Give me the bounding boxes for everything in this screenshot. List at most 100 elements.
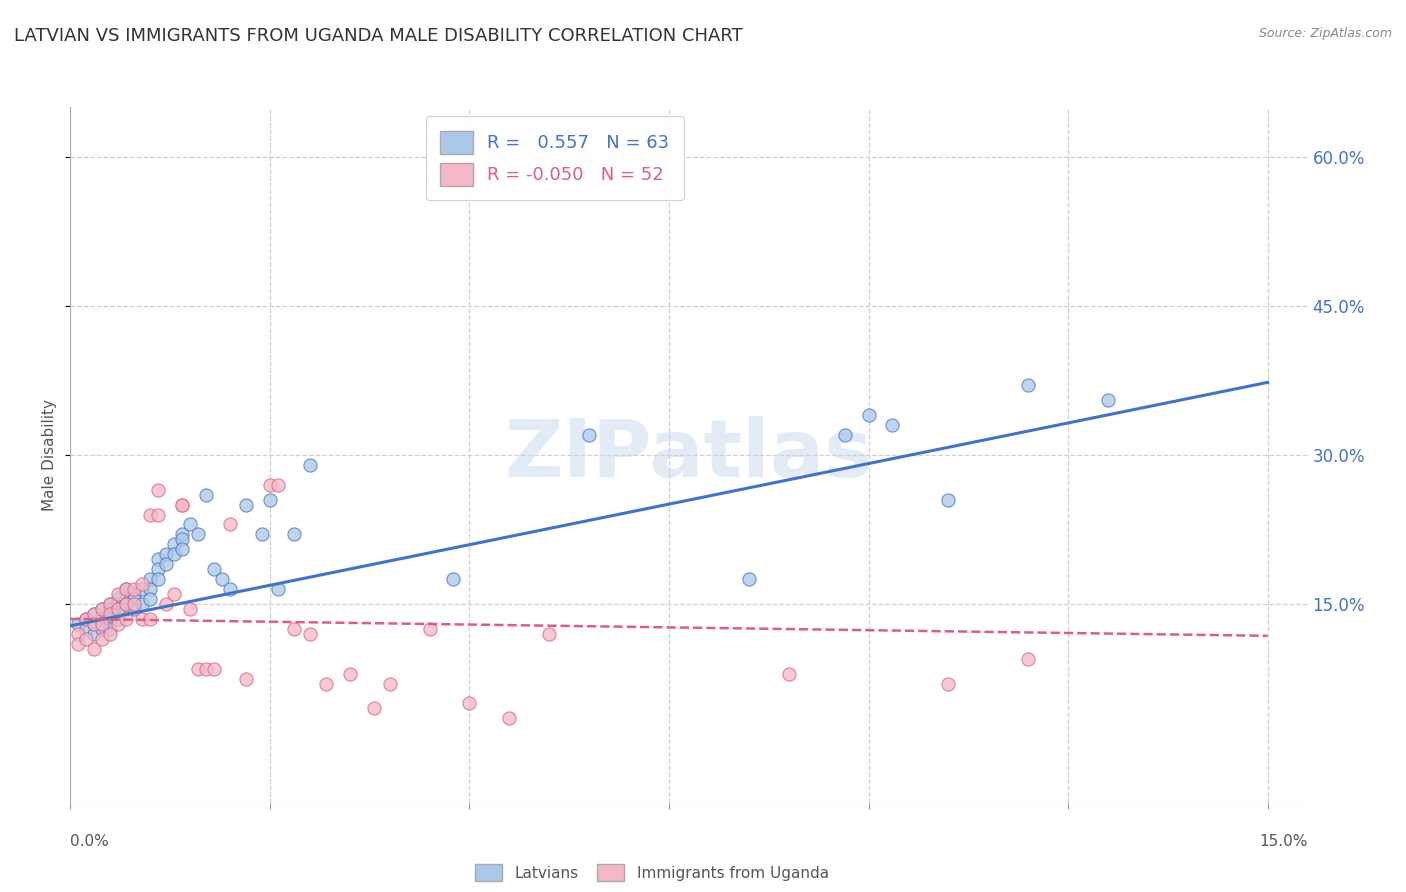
Point: [139, 508, 162, 522]
Point: [115, 582, 138, 596]
Point: [131, 612, 153, 626]
Point: [91, 632, 114, 646]
Point: [115, 592, 138, 607]
Point: [83, 607, 105, 621]
Point: [378, 676, 401, 690]
Point: [155, 547, 177, 561]
Point: [67, 616, 90, 631]
Point: [146, 562, 169, 576]
Point: [163, 587, 186, 601]
Point: [283, 527, 305, 541]
Point: [155, 558, 177, 572]
Point: [115, 597, 138, 611]
Point: [1097, 393, 1119, 408]
Point: [98, 597, 121, 611]
Point: [155, 597, 177, 611]
Point: [122, 597, 145, 611]
Point: [259, 492, 281, 507]
Point: [179, 602, 201, 616]
Point: [83, 616, 105, 631]
Point: [283, 622, 305, 636]
Point: [170, 498, 193, 512]
Point: [107, 597, 129, 611]
Point: [139, 592, 162, 607]
Point: [219, 582, 242, 596]
Point: [195, 488, 218, 502]
Point: [91, 602, 114, 616]
Text: ZIPatlas: ZIPatlas: [505, 416, 873, 494]
Point: [170, 498, 193, 512]
Point: [146, 552, 169, 566]
Point: [363, 701, 385, 715]
Point: [498, 711, 520, 725]
Point: [139, 612, 162, 626]
Point: [834, 428, 856, 442]
Point: [98, 602, 121, 616]
Point: [858, 408, 880, 422]
Point: [170, 542, 193, 557]
Point: [98, 622, 121, 636]
Point: [418, 622, 440, 636]
Point: [98, 612, 121, 626]
Point: [163, 537, 186, 551]
Point: [458, 697, 481, 711]
Text: 15.0%: 15.0%: [1260, 834, 1308, 849]
Point: [115, 602, 138, 616]
Point: [107, 607, 129, 621]
Point: [115, 597, 138, 611]
Point: [211, 572, 233, 586]
Point: [250, 527, 273, 541]
Point: [778, 666, 800, 681]
Point: [179, 517, 201, 532]
Text: LATVIAN VS IMMIGRANTS FROM UGANDA MALE DISABILITY CORRELATION CHART: LATVIAN VS IMMIGRANTS FROM UGANDA MALE D…: [14, 27, 742, 45]
Point: [170, 527, 193, 541]
Text: 0.0%: 0.0%: [70, 834, 110, 849]
Y-axis label: Male Disability: Male Disability: [42, 399, 58, 511]
Point: [107, 587, 129, 601]
Point: [938, 492, 960, 507]
Point: [187, 662, 209, 676]
Point: [131, 582, 153, 596]
Point: [122, 592, 145, 607]
Point: [1017, 378, 1039, 392]
Point: [91, 602, 114, 616]
Point: [187, 527, 209, 541]
Point: [139, 572, 162, 586]
Point: [98, 607, 121, 621]
Point: [98, 597, 121, 611]
Point: [882, 418, 904, 433]
Point: [146, 508, 169, 522]
Point: [115, 582, 138, 596]
Point: [75, 612, 97, 626]
Legend: Latvians, Immigrants from Uganda: Latvians, Immigrants from Uganda: [467, 856, 837, 889]
Point: [83, 641, 105, 656]
Text: Source: ZipAtlas.com: Source: ZipAtlas.com: [1258, 27, 1392, 40]
Point: [67, 637, 90, 651]
Point: [146, 483, 169, 497]
Point: [443, 572, 465, 586]
Point: [578, 428, 600, 442]
Point: [738, 572, 761, 586]
Point: [107, 616, 129, 631]
Point: [91, 616, 114, 631]
Point: [75, 622, 97, 636]
Point: [938, 676, 960, 690]
Point: [107, 592, 129, 607]
Point: [202, 662, 225, 676]
Point: [219, 517, 242, 532]
Point: [75, 632, 97, 646]
Point: [115, 612, 138, 626]
Point: [122, 587, 145, 601]
Point: [315, 676, 337, 690]
Point: [235, 498, 257, 512]
Point: [91, 622, 114, 636]
Point: [131, 577, 153, 591]
Point: [170, 533, 193, 547]
Point: [146, 572, 169, 586]
Point: [107, 612, 129, 626]
Point: [195, 662, 218, 676]
Point: [139, 582, 162, 596]
Point: [163, 547, 186, 561]
Point: [339, 666, 361, 681]
Point: [75, 612, 97, 626]
